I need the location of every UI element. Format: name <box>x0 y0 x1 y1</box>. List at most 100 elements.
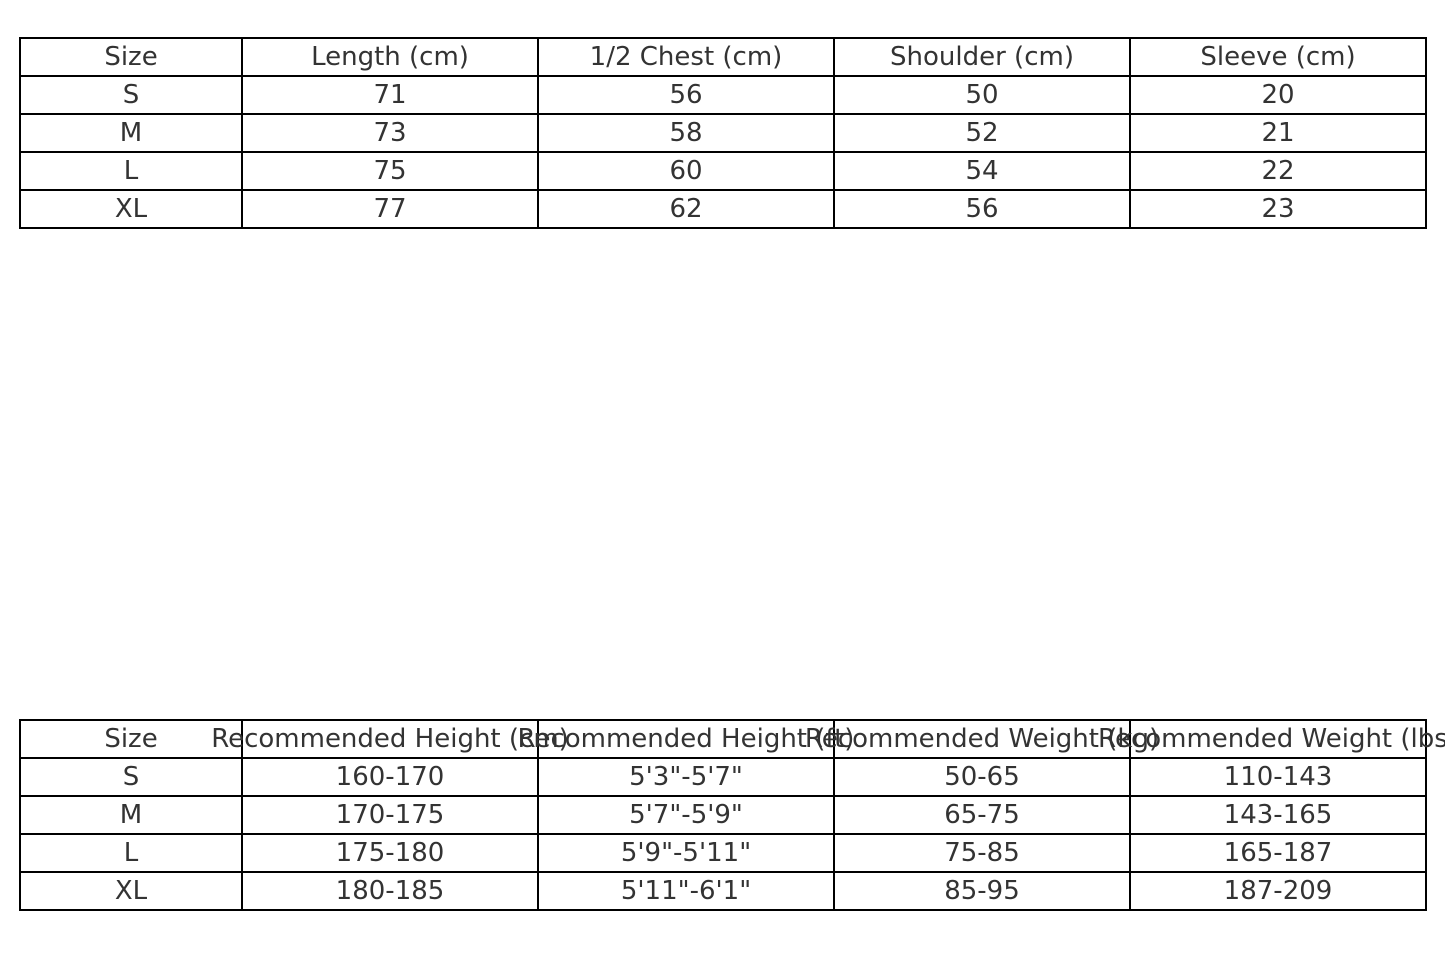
table-cell: 54 <box>833 151 1131 191</box>
cell-text: 21 <box>1261 118 1295 148</box>
table-cell: 143-165 <box>1129 795 1427 835</box>
cell-text: 52 <box>965 118 999 148</box>
table-cell: S <box>19 757 243 797</box>
cell-text: 180-185 <box>335 876 445 906</box>
cell-text: S <box>122 762 140 792</box>
cell-text: 77 <box>373 194 407 224</box>
table-cell: 20 <box>1129 75 1427 115</box>
cell-text: L <box>123 838 139 868</box>
cell-text: 75 <box>373 156 407 186</box>
cell-text: 73 <box>373 118 407 148</box>
cell-text: Recommended Height (cm) <box>211 724 569 754</box>
cell-text: 110-143 <box>1223 762 1333 792</box>
table-row: S 71 56 50 20 <box>19 75 1427 115</box>
table-row: L 75 60 54 22 <box>19 151 1427 191</box>
cell-text: 71 <box>373 80 407 110</box>
table-cell: 23 <box>1129 189 1427 229</box>
table-row: L 175-180 5'9"-5'11" 75-85 165-187 <box>19 833 1427 873</box>
table-cell: 65-75 <box>833 795 1131 835</box>
table-cell: 75-85 <box>833 833 1131 873</box>
cell-text: 58 <box>669 118 703 148</box>
cell-text: 20 <box>1261 80 1295 110</box>
header-cell: Sleeve (cm) <box>1129 37 1427 77</box>
header-row: Size Length (cm) 1/2 Chest (cm) Shoulder (c… <box>19 37 1427 77</box>
table-cell: S <box>19 75 243 115</box>
table-cell: L <box>19 151 243 191</box>
table-cell: 187-209 <box>1129 871 1427 911</box>
cell-text: Recommended Weight (lbs) <box>1098 724 1445 754</box>
table-row: M 170-175 5'7"-5'9" 65-75 143-165 <box>19 795 1427 835</box>
table-cell: 50-65 <box>833 757 1131 797</box>
cell-text: XL <box>114 194 148 224</box>
cell-text: Length (cm) <box>311 42 469 72</box>
table-cell: XL <box>19 871 243 911</box>
table-cell: 21 <box>1129 113 1427 153</box>
cell-text: 1/2 Chest (cm) <box>589 42 783 72</box>
cell-text: 22 <box>1261 156 1295 186</box>
table-cell: 5'7"-5'9" <box>537 795 835 835</box>
recommendation-table: Size Recommended Height (cm) Recommended H… <box>19 719 1445 911</box>
table-cell: 77 <box>241 189 539 229</box>
header-row: Size Recommended Height (cm) Recommended H… <box>19 719 1445 759</box>
header-cell: Recommended Height (ft) <box>518 719 854 759</box>
table-cell: 73 <box>241 113 539 153</box>
header-cell: Size <box>19 37 243 77</box>
table-cell: 170-175 <box>241 795 539 835</box>
table-cell: XL <box>19 189 243 229</box>
cell-text: 75-85 <box>944 838 1020 868</box>
header-cell: Shoulder (cm) <box>833 37 1131 77</box>
header-cell: 1/2 Chest (cm) <box>537 37 835 77</box>
cell-text: 60 <box>669 156 703 186</box>
table-cell: 5'3"-5'7" <box>537 757 835 797</box>
cell-text: Size <box>104 42 158 72</box>
table-cell: 160-170 <box>241 757 539 797</box>
cell-text: 187-209 <box>1223 876 1333 906</box>
cell-text: 56 <box>669 80 703 110</box>
table-cell: 5'11"-6'1" <box>537 871 835 911</box>
table-row: M 73 58 52 21 <box>19 113 1427 153</box>
header-cell: Length (cm) <box>241 37 539 77</box>
table-cell: 165-187 <box>1129 833 1427 873</box>
header-cell: Recommended Weight (lbs) <box>1098 719 1445 759</box>
table-cell: L <box>19 833 243 873</box>
table-row: XL 180-185 5'11"-6'1" 85-95 187-209 <box>19 871 1427 911</box>
cell-text: 85-95 <box>944 876 1020 906</box>
cell-text: 160-170 <box>335 762 445 792</box>
cell-text: 54 <box>965 156 999 186</box>
cell-text: 5'3"-5'7" <box>629 762 743 792</box>
measurements-table: Size Length (cm) 1/2 Chest (cm) Shoulder (c… <box>19 37 1427 229</box>
header-cell: Recommended Height (cm) <box>211 719 569 759</box>
cell-text: S <box>122 80 140 110</box>
table-cell: 50 <box>833 75 1131 115</box>
table-cell: 60 <box>537 151 835 191</box>
cell-text: 5'11"-6'1" <box>620 876 752 906</box>
header-cell: Recommended Weight (kg) <box>805 719 1159 759</box>
cell-text: 175-180 <box>335 838 445 868</box>
header-cell: Size <box>19 719 243 759</box>
table-cell: 175-180 <box>241 833 539 873</box>
cell-text: 5'7"-5'9" <box>629 800 743 830</box>
table-cell: 110-143 <box>1129 757 1427 797</box>
cell-text: M <box>119 118 143 148</box>
table-cell: 56 <box>537 75 835 115</box>
cell-text: Sleeve (cm) <box>1200 42 1356 72</box>
cell-text: XL <box>114 876 148 906</box>
cell-text: 165-187 <box>1223 838 1333 868</box>
cell-text: 170-175 <box>335 800 445 830</box>
table-cell: 71 <box>241 75 539 115</box>
cell-text: Size <box>104 724 158 754</box>
table-cell: 75 <box>241 151 539 191</box>
cell-text: Recommended Height (ft) <box>517 724 855 754</box>
cell-text: L <box>123 156 139 186</box>
table-cell: 85-95 <box>833 871 1131 911</box>
table-cell: M <box>19 113 243 153</box>
table-cell: 5'9"-5'11" <box>537 833 835 873</box>
table-cell: 52 <box>833 113 1131 153</box>
cell-text: 5'9"-5'11" <box>620 838 752 868</box>
cell-text: Recommended Weight (kg) <box>804 724 1160 754</box>
cell-text: 62 <box>669 194 703 224</box>
cell-text: M <box>119 800 143 830</box>
cell-text: 143-165 <box>1223 800 1333 830</box>
table-row: S 160-170 5'3"-5'7" 50-65 110-143 <box>19 757 1427 797</box>
table-cell: M <box>19 795 243 835</box>
